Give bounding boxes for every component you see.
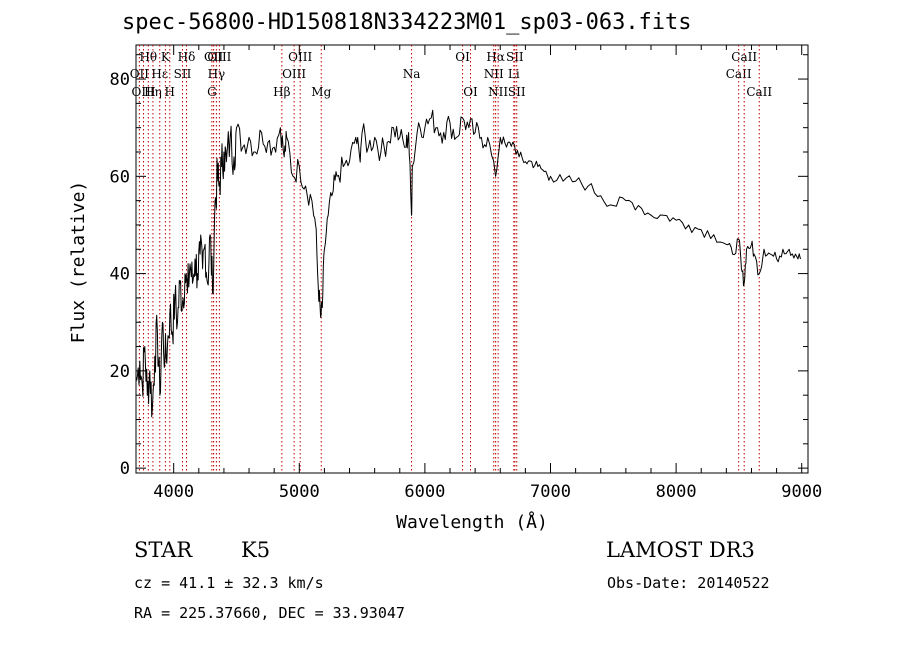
- line-marker-label: CaII: [731, 50, 757, 64]
- line-marker-label: Mg: [311, 85, 331, 99]
- x-tick-label: 6000: [404, 482, 445, 502]
- x-tick-label: 5000: [279, 482, 320, 502]
- x-axis-label: Wavelength (Å): [396, 511, 548, 533]
- survey-label: LAMOST DR3: [606, 538, 755, 562]
- line-marker-label: G: [207, 85, 217, 99]
- y-tick-label: 60: [110, 167, 130, 187]
- line-marker-label: NII: [484, 67, 504, 81]
- line-marker-label: Li: [508, 67, 520, 81]
- line-marker-label: H: [165, 85, 175, 99]
- class-label: STAR: [134, 538, 193, 562]
- line-marker-label: Na: [403, 67, 421, 81]
- line-marker-label: Hδ: [178, 50, 196, 64]
- line-marker-label: NII: [488, 85, 508, 99]
- x-tick-label: 4000: [153, 482, 194, 502]
- line-marker-label: SII: [506, 50, 524, 64]
- coordinates-text: RA = 225.37660, DEC = 33.93047: [134, 604, 405, 622]
- line-marker-label: OI: [455, 50, 470, 64]
- x-tick-label: 8000: [656, 482, 697, 502]
- y-tick-label: 20: [110, 362, 130, 382]
- line-marker-label: Hα: [486, 50, 505, 64]
- line-marker-label: SII: [508, 85, 526, 99]
- x-tick-label: 7000: [530, 482, 571, 502]
- line-marker-label: Hγ: [208, 67, 226, 81]
- y-tick-label: 40: [110, 265, 130, 285]
- subclass-label: K5: [241, 538, 271, 562]
- line-marker-label: Hε: [151, 67, 168, 81]
- line-marker-label: OIII: [207, 50, 231, 64]
- line-marker-label: OII: [130, 67, 150, 81]
- line-marker-label: CaII: [726, 67, 752, 81]
- line-marker-label: Hθ: [139, 50, 157, 64]
- y-tick-label: 80: [110, 70, 130, 90]
- x-tick-label: 9000: [781, 482, 822, 502]
- line-marker-label: OI: [463, 85, 478, 99]
- line-marker-label: OIII: [288, 50, 312, 64]
- y-tick-label: 0: [120, 459, 130, 479]
- line-marker-label: OIII: [132, 85, 156, 99]
- y-axis-label: Flux (relative): [68, 181, 89, 344]
- obs-date-text: Obs-Date: 20140522: [607, 574, 770, 592]
- line-marker-label: SII: [174, 67, 192, 81]
- line-marker-label: OIII: [282, 67, 306, 81]
- plot-frame: [135, 44, 809, 474]
- line-marker-label: K: [161, 50, 171, 64]
- line-marker-label: CaII: [746, 85, 772, 99]
- line-marker-label: OII: [204, 50, 224, 64]
- spectrum-line: [136, 109, 801, 418]
- redshift-text: cz = 41.1 ± 32.3 km/s: [134, 574, 324, 592]
- chart-title: spec-56800-HD150818N334223M01_sp03-063.f…: [122, 10, 692, 35]
- line-marker-label: Hβ: [273, 85, 290, 99]
- line-marker-label: Hη: [144, 85, 162, 99]
